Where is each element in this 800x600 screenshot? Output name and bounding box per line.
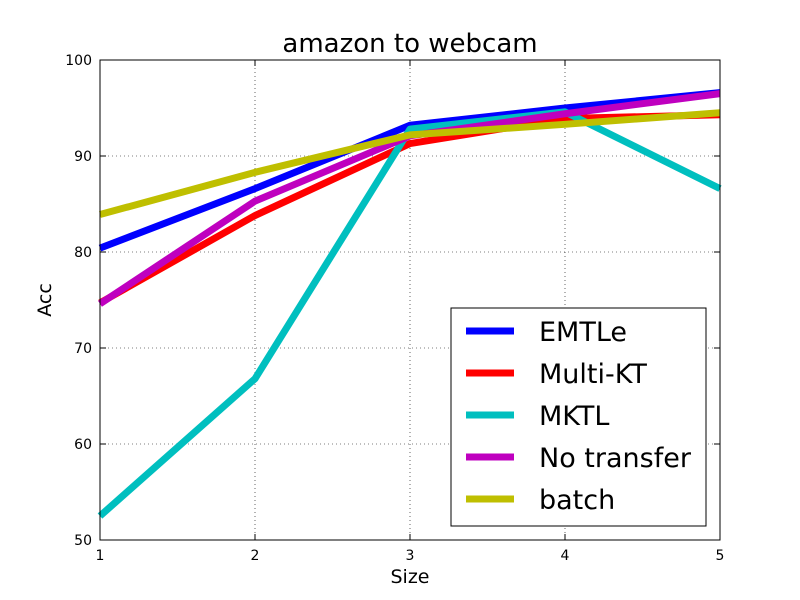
- x-tick-label: 4: [561, 548, 570, 564]
- x-tick-label: 5: [716, 548, 725, 564]
- y-axis-title: Acc: [34, 283, 56, 317]
- x-axis-title: Size: [390, 566, 429, 588]
- y-tick-label: 70: [74, 341, 92, 357]
- legend: EMTLe Multi-KT MKTL No transfer batch: [450, 307, 707, 527]
- legend-label-mktl: MKTL: [539, 401, 609, 432]
- axis-ticks: 1 2 3 4 5 50 60 70 80 90 100: [65, 53, 724, 564]
- series-line-mktl: [97, 108, 722, 519]
- y-tick-label: 90: [74, 149, 92, 165]
- x-tick-label: 2: [251, 548, 260, 564]
- legend-label-no-transfer: No transfer: [539, 443, 692, 474]
- series-lines: [97, 89, 722, 519]
- legend-label-emtle: EMTLe: [539, 317, 627, 348]
- chart-title: amazon to webcam: [282, 29, 537, 59]
- x-tick-label: 3: [406, 548, 415, 564]
- y-tick-label: 50: [74, 533, 92, 549]
- legend-label-multi-kt: Multi-KT: [539, 359, 647, 390]
- y-tick-label: 60: [74, 437, 92, 453]
- y-tick-label: 100: [65, 53, 92, 69]
- series-line-emtle: [98, 89, 721, 252]
- y-tick-label: 80: [74, 245, 92, 261]
- legend-label-batch: batch: [539, 485, 615, 516]
- x-tick-label: 1: [96, 548, 105, 564]
- series-line-batch: [99, 109, 721, 218]
